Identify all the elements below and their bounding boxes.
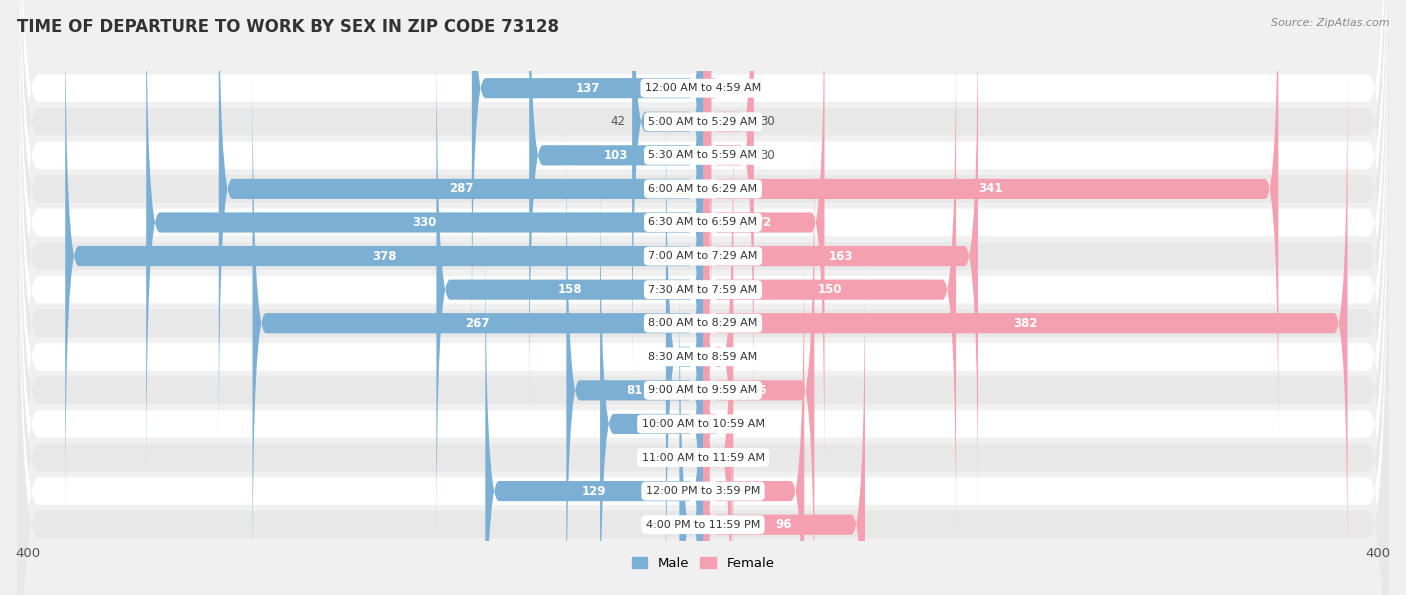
FancyBboxPatch shape [18, 0, 1388, 511]
Text: 72: 72 [755, 216, 772, 229]
Text: 8:30 AM to 8:59 AM: 8:30 AM to 8:59 AM [648, 352, 758, 362]
FancyBboxPatch shape [436, 31, 703, 548]
FancyBboxPatch shape [18, 0, 1388, 477]
FancyBboxPatch shape [703, 0, 1278, 447]
FancyBboxPatch shape [146, 0, 703, 481]
FancyBboxPatch shape [65, 0, 703, 515]
FancyBboxPatch shape [703, 266, 865, 595]
Text: 30: 30 [761, 149, 775, 162]
Text: 30: 30 [761, 115, 775, 129]
FancyBboxPatch shape [472, 0, 703, 347]
FancyBboxPatch shape [219, 0, 703, 447]
FancyBboxPatch shape [529, 0, 703, 414]
FancyBboxPatch shape [703, 0, 824, 481]
Text: 267: 267 [465, 317, 491, 330]
FancyBboxPatch shape [695, 165, 717, 595]
Text: 22: 22 [644, 350, 659, 364]
FancyBboxPatch shape [18, 35, 1388, 595]
Legend: Male, Female: Male, Female [631, 557, 775, 570]
Text: 60: 60 [745, 484, 762, 497]
FancyBboxPatch shape [703, 132, 814, 595]
FancyBboxPatch shape [703, 0, 754, 414]
Text: 14: 14 [658, 518, 672, 531]
Text: 137: 137 [575, 82, 599, 95]
FancyBboxPatch shape [18, 136, 1388, 595]
FancyBboxPatch shape [703, 199, 731, 595]
Text: 10:00 AM to 10:59 AM: 10:00 AM to 10:59 AM [641, 419, 765, 429]
FancyBboxPatch shape [567, 132, 703, 595]
FancyBboxPatch shape [697, 0, 717, 347]
FancyBboxPatch shape [633, 0, 703, 380]
Text: 103: 103 [605, 149, 628, 162]
Text: 6:30 AM to 6:59 AM: 6:30 AM to 6:59 AM [648, 218, 758, 227]
FancyBboxPatch shape [18, 0, 1388, 595]
FancyBboxPatch shape [600, 165, 703, 595]
FancyBboxPatch shape [18, 1, 1388, 595]
FancyBboxPatch shape [679, 266, 703, 595]
Text: 163: 163 [828, 249, 853, 262]
Text: 61: 61 [644, 418, 659, 430]
Text: 382: 382 [1012, 317, 1038, 330]
Text: 158: 158 [557, 283, 582, 296]
Text: TIME OF DEPARTURE TO WORK BY SEX IN ZIP CODE 73128: TIME OF DEPARTURE TO WORK BY SEX IN ZIP … [17, 18, 558, 36]
Text: 287: 287 [449, 183, 474, 195]
FancyBboxPatch shape [666, 98, 703, 595]
Text: 0: 0 [689, 451, 696, 464]
FancyBboxPatch shape [703, 233, 804, 595]
FancyBboxPatch shape [253, 65, 703, 582]
Text: 81: 81 [627, 384, 643, 397]
Text: 11:00 AM to 11:59 AM: 11:00 AM to 11:59 AM [641, 453, 765, 462]
FancyBboxPatch shape [18, 0, 1388, 595]
FancyBboxPatch shape [18, 0, 1388, 595]
Text: 6:00 AM to 6:29 AM: 6:00 AM to 6:29 AM [648, 184, 758, 194]
FancyBboxPatch shape [18, 102, 1388, 595]
Text: 5:00 AM to 5:29 AM: 5:00 AM to 5:29 AM [648, 117, 758, 127]
Text: 96: 96 [776, 518, 792, 531]
FancyBboxPatch shape [703, 65, 1347, 582]
Text: 7:00 AM to 7:29 AM: 7:00 AM to 7:29 AM [648, 251, 758, 261]
FancyBboxPatch shape [703, 0, 979, 515]
Text: 129: 129 [582, 484, 606, 497]
Text: 3: 3 [714, 418, 723, 430]
FancyBboxPatch shape [18, 0, 1388, 578]
Text: 42: 42 [610, 115, 626, 129]
Text: 378: 378 [371, 249, 396, 262]
FancyBboxPatch shape [703, 98, 734, 595]
FancyBboxPatch shape [18, 68, 1388, 595]
Text: 5:30 AM to 5:59 AM: 5:30 AM to 5:59 AM [648, 151, 758, 160]
Text: 12:00 PM to 3:59 PM: 12:00 PM to 3:59 PM [645, 486, 761, 496]
Text: 150: 150 [817, 283, 842, 296]
Text: 5: 5 [718, 82, 725, 95]
FancyBboxPatch shape [703, 31, 956, 548]
Text: 7:30 AM to 7:59 AM: 7:30 AM to 7:59 AM [648, 284, 758, 295]
Text: 8:00 AM to 8:29 AM: 8:00 AM to 8:29 AM [648, 318, 758, 328]
FancyBboxPatch shape [703, 0, 754, 380]
Text: 66: 66 [751, 384, 766, 397]
Text: 17: 17 [738, 451, 754, 464]
Text: 9:00 AM to 9:59 AM: 9:00 AM to 9:59 AM [648, 386, 758, 395]
Text: 4:00 PM to 11:59 PM: 4:00 PM to 11:59 PM [645, 519, 761, 530]
Text: 330: 330 [412, 216, 437, 229]
FancyBboxPatch shape [18, 0, 1388, 544]
Text: 12:00 AM to 4:59 AM: 12:00 AM to 4:59 AM [645, 83, 761, 93]
FancyBboxPatch shape [485, 233, 703, 595]
Text: Source: ZipAtlas.com: Source: ZipAtlas.com [1271, 18, 1389, 28]
FancyBboxPatch shape [18, 0, 1388, 595]
Text: 341: 341 [979, 183, 1002, 195]
Text: 18: 18 [740, 350, 755, 364]
FancyBboxPatch shape [18, 0, 1388, 595]
